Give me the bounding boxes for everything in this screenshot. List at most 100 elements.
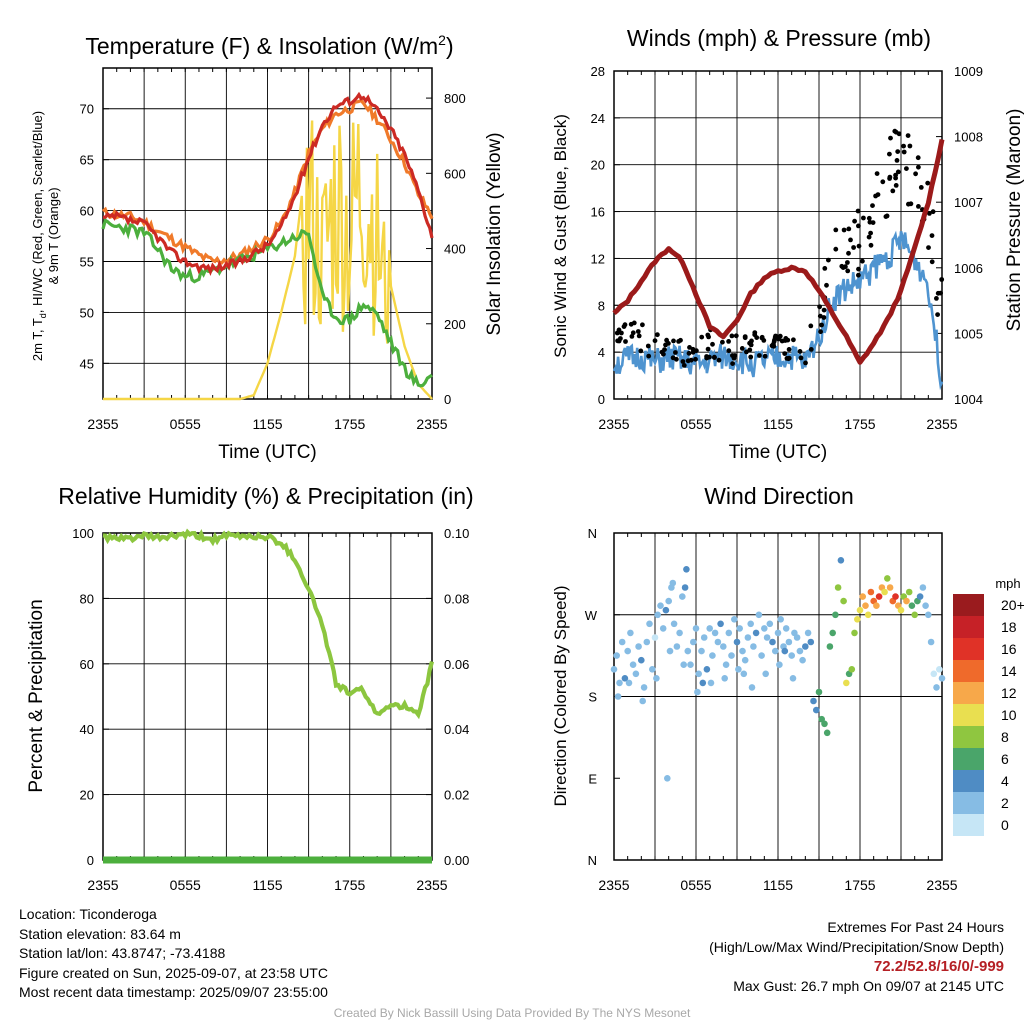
temperature-insolation-panel: 2355 0555 1155 1755 2355 45 50 55 60 65 70 0 200 400 6…	[30, 32, 505, 463]
colorbar-tick-label: 6	[1001, 751, 1009, 767]
gust-point	[839, 263, 845, 269]
colorbar-unit-label: mph	[995, 576, 1020, 591]
gust-point	[615, 338, 620, 344]
wind-direction-point	[916, 593, 924, 600]
wind-direction-point	[854, 616, 861, 623]
wind-direction-point	[614, 693, 622, 700]
extremes-info: Extremes For Past 24 Hours (High/Low/Max…	[709, 918, 1004, 996]
rh-y2-tick-label: 0.02	[444, 788, 469, 803]
gust-point	[848, 237, 853, 243]
gust-point	[856, 223, 861, 229]
station-info: Location: Ticonderoga Station elevation:…	[19, 905, 328, 1003]
gust-point	[769, 343, 775, 349]
wind-y2-tick-label: 1006	[954, 261, 983, 276]
dir-y-tick-label: N	[588, 853, 597, 868]
temp-x-tick-label: 1755	[334, 416, 365, 432]
wind-direction-point	[832, 611, 839, 619]
gust-point	[916, 164, 921, 170]
wind-direction-point	[706, 625, 713, 632]
wind-direction-point	[922, 602, 929, 609]
gust-point	[646, 353, 652, 359]
gust-point	[821, 315, 827, 320]
rh-x-tick-label: 1755	[334, 877, 365, 893]
temp-y-label-sub: d	[38, 313, 48, 318]
gust-point	[693, 356, 698, 362]
gust-point	[841, 227, 847, 233]
gust-point	[895, 149, 901, 155]
gust-point	[688, 357, 694, 363]
wind-direction-point	[766, 620, 774, 628]
gust-point	[913, 171, 918, 177]
colorbar-tick-label: 20+	[1001, 597, 1024, 613]
gust-point	[821, 307, 827, 313]
rh-y2-tick-label: 0.08	[444, 591, 469, 606]
gust-point	[890, 188, 896, 194]
station-latlon: Station lat/lon: 43.8747; -73.4188	[19, 945, 226, 961]
temp-y2-tick-label: 200	[444, 317, 466, 332]
wind-direction-point	[881, 588, 888, 596]
colorbar-swatch	[953, 748, 984, 770]
gust-point	[893, 172, 898, 178]
temp-y2-tick-label: 400	[444, 242, 466, 257]
wind-direction-point	[654, 611, 661, 619]
colorbar-tick-label: 14	[1001, 663, 1017, 679]
rh-y-tick-label: 100	[72, 526, 94, 541]
gust-point	[619, 330, 624, 336]
gust-point	[817, 313, 823, 319]
colorbar-swatch	[953, 770, 984, 792]
wind-direction-point	[659, 625, 667, 632]
station-pressure-line	[612, 139, 945, 365]
colorbar-swatch	[953, 792, 984, 814]
wind-direction-point	[834, 584, 842, 591]
wind-direction-point	[903, 597, 910, 605]
wind-direction-point	[662, 606, 670, 614]
gust-point	[866, 215, 872, 221]
wind-direction-point	[884, 575, 891, 582]
wind-direction-point	[799, 656, 806, 664]
gust-point	[803, 360, 808, 366]
colorbar-swatch	[953, 726, 984, 748]
wind-direction-point	[813, 706, 820, 714]
gust-point	[822, 266, 828, 271]
wind-direction-point	[788, 652, 795, 659]
colorbar-swatch	[953, 594, 984, 616]
gust-point	[916, 204, 921, 209]
wind-direction-point	[709, 652, 716, 659]
wind-direction-point	[735, 666, 742, 673]
temp-x-axis-label: Time (UTC)	[218, 442, 317, 463]
rh-y-tick-label: 40	[80, 722, 94, 737]
dir-y-tick-label: W	[585, 608, 598, 623]
wind-direction-point	[679, 593, 686, 600]
wind-direction-point	[843, 679, 850, 687]
temp-y-axis-label: 2m T, Td, HI/WC (Red, Green, Scarlet/Blu…	[30, 111, 48, 361]
wind-direction-point	[774, 629, 782, 637]
gust-point	[939, 277, 945, 282]
gust-point	[901, 143, 906, 149]
temp-y-tick-label: 55	[80, 255, 94, 270]
wind-x-tick-label: 2355	[598, 416, 629, 432]
wind-direction-point	[859, 593, 866, 600]
temp-y2-axis-label: Solar Insolation (Yellow)	[484, 132, 505, 335]
wind-direction-point	[714, 638, 722, 646]
wind-direction-point	[680, 661, 687, 668]
gust-point	[868, 230, 873, 236]
wind-y2-axis-label: Station Pressure (Maroon)	[1004, 109, 1024, 332]
temp-y-tick-label: 60	[80, 204, 94, 219]
temp-2m-line	[102, 91, 434, 276]
gust-point	[628, 321, 634, 327]
gust-point	[645, 343, 651, 349]
temp-title-superscript: 2	[438, 32, 446, 48]
wind-direction-point	[643, 638, 651, 646]
colorbar-tick-label: 8	[1001, 729, 1009, 745]
rh-y2-tick-label: 0.04	[444, 722, 469, 737]
colorbar-swatch	[953, 638, 984, 660]
gust-point	[690, 346, 696, 352]
wind-direction-point	[684, 647, 692, 655]
wind-x-axis-label: Time (UTC)	[729, 442, 828, 463]
max-gust: Max Gust: 26.7 mph On 09/07 at 2145 UTC	[733, 977, 1004, 994]
gust-point	[852, 218, 857, 224]
temp-panel-title: Temperature (F) & Insolation (W/m2)	[85, 32, 453, 59]
gust-point	[874, 171, 880, 177]
wind-direction-point	[856, 606, 864, 614]
gust-point	[798, 355, 804, 361]
